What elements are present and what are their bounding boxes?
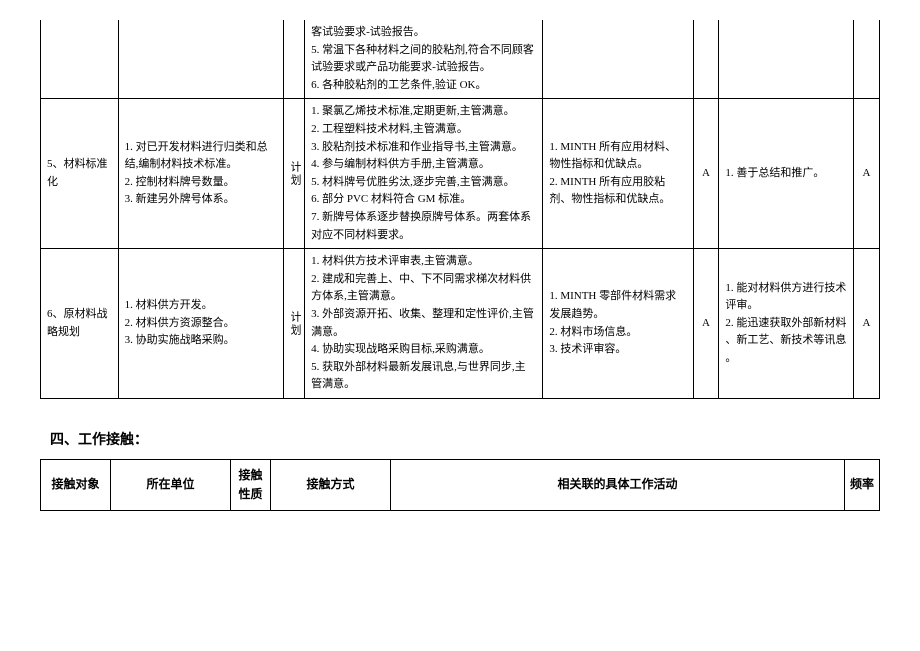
- contact-header-object: 接触对象: [41, 459, 111, 510]
- row-desc1-cell: 1. 材料供方开发。 2. 材料供方资源整合。 3. 协助实施战略采购。: [118, 249, 284, 399]
- row-label-cell: [41, 20, 119, 99]
- row-grade2-cell: A: [854, 249, 880, 399]
- row-grade1-cell: [693, 20, 719, 99]
- contact-header-method: 接触方式: [271, 459, 391, 510]
- row-grade2-cell: [854, 20, 880, 99]
- row-desc2-cell: 1. 聚氯乙烯技术标准,定期更新,主管满意。 2. 工程塑料技术材料,主管满意。…: [305, 99, 543, 249]
- row-desc1-cell: 1. 对已开发材料进行归类和总结,编制材料技术标准。 2. 控制材料牌号数量。 …: [118, 99, 284, 249]
- row-label-cell: 5、材料标准化: [41, 99, 119, 249]
- contact-header-activity: 相关联的具体工作活动: [391, 459, 845, 510]
- row-grade2-cell: A: [854, 99, 880, 249]
- section-title: 四、工作接触：: [50, 429, 880, 449]
- row-desc1-cell: [118, 20, 284, 99]
- row-plantype-cell: [284, 20, 305, 99]
- row-plantype-cell: 计划: [284, 249, 305, 399]
- contact-header-nature: 接触性质: [231, 459, 271, 510]
- main-content-table: 客试验要求-试验报告。 5. 常温下各种材料之间的胶粘剂,符合不同顾客试验要求或…: [40, 20, 880, 399]
- row-plantype-cell: 计划: [284, 99, 305, 249]
- row-label-cell: 6、原材料战略规划: [41, 249, 119, 399]
- contact-header-unit: 所在单位: [111, 459, 231, 510]
- row-desc4-cell: [719, 20, 854, 99]
- row-desc4-cell: 1. 能对材料供方进行技术评审。 2. 能迅速获取外部新材料 、新工艺、新技术等…: [719, 249, 854, 399]
- table-row: 6、原材料战略规划1. 材料供方开发。 2. 材料供方资源整合。 3. 协助实施…: [41, 249, 880, 399]
- row-desc2-cell: 1. 材料供方技术评审表,主管满意。 2. 建成和完善上、中、下不同需求梯次材料…: [305, 249, 543, 399]
- row-desc3-cell: 1. MINTH 所有应用材料、物性指标和优缺点。 2. MINTH 所有应用胶…: [543, 99, 693, 249]
- row-grade1-cell: A: [693, 99, 719, 249]
- contact-table-header-row: 接触对象 所在单位 接触性质 接触方式 相关联的具体工作活动 频率: [41, 459, 880, 510]
- row-desc4-cell: 1. 善于总结和推广。: [719, 99, 854, 249]
- row-desc2-cell: 客试验要求-试验报告。 5. 常温下各种材料之间的胶粘剂,符合不同顾客试验要求或…: [305, 20, 543, 99]
- contact-table: 接触对象 所在单位 接触性质 接触方式 相关联的具体工作活动 频率: [40, 459, 880, 511]
- table-row: 5、材料标准化1. 对已开发材料进行归类和总结,编制材料技术标准。 2. 控制材…: [41, 99, 880, 249]
- row-grade1-cell: A: [693, 249, 719, 399]
- table-row: 客试验要求-试验报告。 5. 常温下各种材料之间的胶粘剂,符合不同顾客试验要求或…: [41, 20, 880, 99]
- contact-header-frequency: 频率: [845, 459, 880, 510]
- row-desc3-cell: [543, 20, 693, 99]
- row-desc3-cell: 1. MINTH 零部件材料需求发展趋势。 2. 材料市场信息。 3. 技术评审…: [543, 249, 693, 399]
